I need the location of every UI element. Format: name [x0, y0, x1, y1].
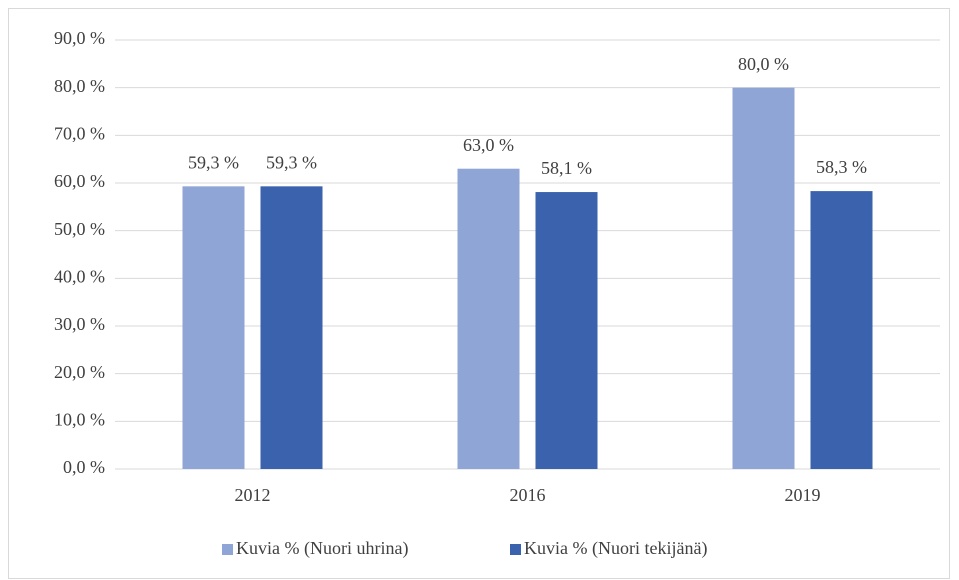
legend-label: Kuvia % (Nuori tekijänä) — [524, 538, 707, 559]
legend-label: Kuvia % (Nuori uhrina) — [236, 538, 408, 559]
y-tick-label: 90,0 % — [54, 28, 105, 48]
legend-swatch — [510, 544, 521, 555]
y-tick-label: 50,0 % — [54, 219, 105, 239]
value-label: 80,0 % — [738, 54, 789, 74]
legend-swatch — [222, 544, 233, 555]
bar — [810, 191, 873, 469]
value-label: 59,3 % — [188, 152, 239, 172]
bar — [260, 186, 323, 469]
y-tick-label: 80,0 % — [54, 76, 105, 96]
bar — [182, 186, 245, 469]
y-tick-label: 30,0 % — [54, 314, 105, 334]
value-label: 63,0 % — [463, 135, 514, 155]
bar — [457, 168, 520, 469]
y-tick-label: 10,0 % — [54, 409, 105, 429]
x-tick-label: 2019 — [785, 485, 821, 505]
value-label: 59,3 % — [266, 152, 317, 172]
y-tick-label: 60,0 % — [54, 171, 105, 191]
value-label: 58,1 % — [541, 158, 592, 178]
bar — [535, 192, 598, 469]
bar — [732, 87, 795, 470]
y-tick-label: 20,0 % — [54, 362, 105, 382]
x-tick-label: 2012 — [235, 485, 271, 505]
x-tick-label: 2016 — [510, 485, 546, 505]
y-tick-label: 0,0 % — [63, 457, 105, 477]
y-tick-label: 40,0 % — [54, 266, 105, 286]
value-label: 58,3 % — [816, 157, 867, 177]
y-tick-label: 70,0 % — [54, 123, 105, 143]
